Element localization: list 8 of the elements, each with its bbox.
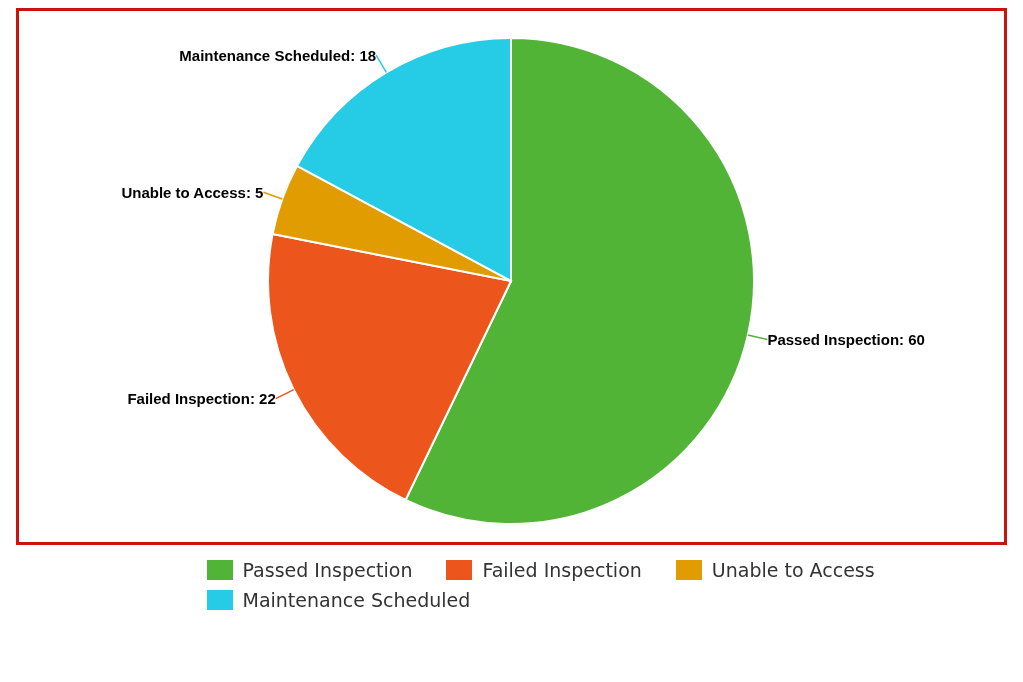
- data-label: Failed Inspection: 22: [127, 390, 276, 408]
- data-label: Unable to Access: 5: [121, 183, 264, 201]
- legend-label: Failed Inspection: [482, 559, 642, 581]
- legend-label: Maintenance Scheduled: [242, 589, 471, 611]
- data-label: Maintenance Scheduled: 18: [179, 46, 377, 64]
- legend-label: Passed Inspection: [242, 559, 413, 581]
- data-label: Passed Inspection: 60: [767, 331, 925, 349]
- legend-label: Unable to Access: [711, 559, 875, 581]
